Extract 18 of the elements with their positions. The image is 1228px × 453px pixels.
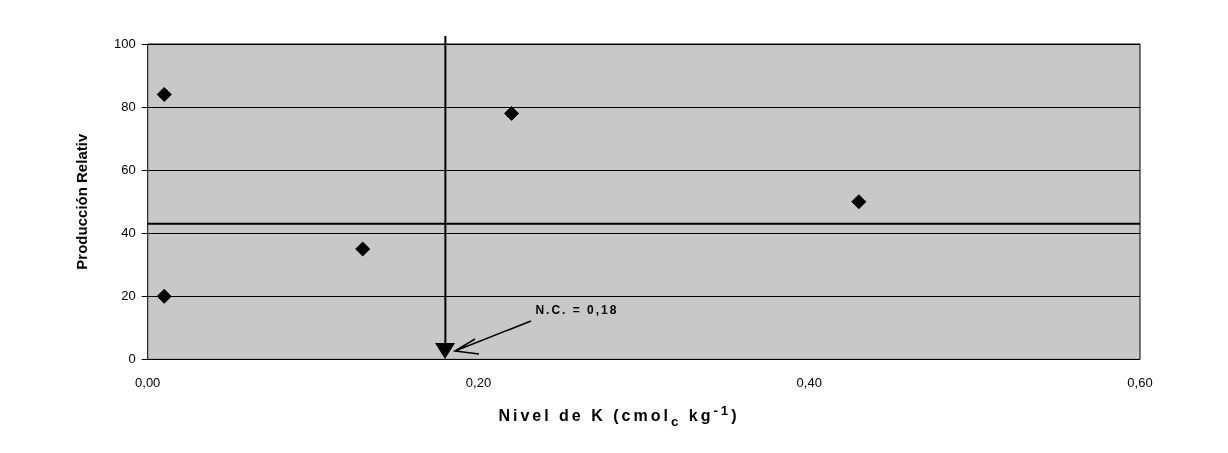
y-tick-label: 20 <box>121 287 136 303</box>
point <box>355 241 371 257</box>
x-tick-label: 0,60 <box>1127 374 1153 390</box>
y-tick-label: 80 <box>121 98 136 114</box>
x-tick-label: 0,20 <box>465 374 492 390</box>
y-tick-label: 60 <box>121 161 136 177</box>
point <box>156 86 172 102</box>
y-axis-title: Producción Relativ <box>73 133 91 270</box>
y-tick-label: 100 <box>113 35 136 51</box>
point <box>851 194 867 210</box>
y-tick-label: 40 <box>121 224 136 240</box>
x-tick-label: 0,00 <box>135 374 161 390</box>
point <box>156 288 172 304</box>
x-axis-title: Nivel de K (cmol$_{c}$ kg$^{-1}$) <box>497 403 741 429</box>
point <box>504 105 520 121</box>
y-tick-label: 0 <box>128 350 136 366</box>
annotation: N.C. = 0,18 <box>535 303 619 318</box>
x-tick-label: 0,40 <box>796 374 822 390</box>
